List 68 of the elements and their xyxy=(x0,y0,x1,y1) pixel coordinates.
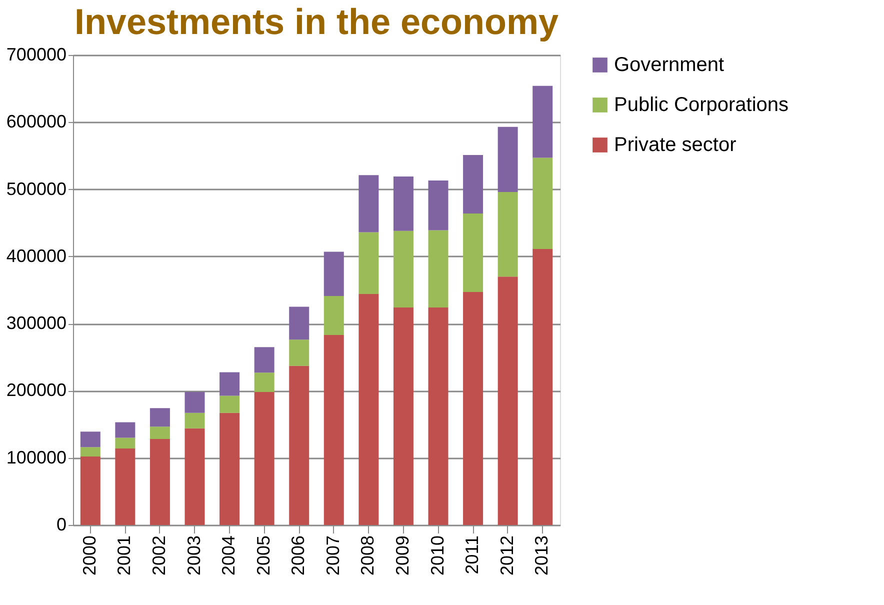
bar xyxy=(289,366,310,525)
bar xyxy=(532,158,553,250)
bar xyxy=(80,432,100,448)
y-tick-label: 100000 xyxy=(6,447,66,468)
bar xyxy=(150,439,170,525)
bar xyxy=(532,249,553,525)
bar xyxy=(324,334,344,525)
bar xyxy=(220,372,240,396)
y-tick-label: 400000 xyxy=(6,246,66,266)
bar xyxy=(358,175,379,232)
legend-label: Private sector xyxy=(614,134,737,156)
x-tick-label: 2013 xyxy=(532,536,552,576)
bar xyxy=(498,192,518,277)
bar xyxy=(289,306,310,340)
x-tick-label: 2010 xyxy=(427,536,448,576)
bar xyxy=(254,347,274,373)
x-tick-label: 2009 xyxy=(392,536,412,576)
bar xyxy=(184,428,205,525)
x-tick-label: 2012 xyxy=(496,536,517,576)
y-tick-label: 300000 xyxy=(6,313,66,334)
x-tick-label: 2008 xyxy=(358,536,378,576)
bar xyxy=(463,155,484,214)
bar xyxy=(80,447,100,457)
x-tick-label: 2011 xyxy=(462,536,482,574)
bar xyxy=(393,176,414,231)
bar xyxy=(289,340,310,366)
bar xyxy=(150,408,170,427)
x-tick-label: 2001 xyxy=(114,536,134,576)
bar xyxy=(358,232,379,294)
bar xyxy=(498,126,518,192)
legend-label: Public Corporations xyxy=(614,94,789,116)
x-tick-label: 2004 xyxy=(218,536,239,576)
x-tick-label: 2000 xyxy=(79,536,100,576)
bar xyxy=(254,392,274,525)
bar xyxy=(358,294,379,525)
bar xyxy=(254,372,274,392)
bar xyxy=(115,438,136,448)
legend-label: Government xyxy=(614,54,724,76)
bar xyxy=(428,180,448,230)
bar xyxy=(115,448,136,525)
bar xyxy=(428,307,448,525)
bar xyxy=(80,456,100,525)
x-tick-label: 2005 xyxy=(253,536,274,576)
y-tick-label: 600000 xyxy=(6,112,66,132)
x-tick-label: 2006 xyxy=(288,536,308,576)
bar xyxy=(115,422,136,438)
bar xyxy=(463,292,484,525)
bar xyxy=(393,307,414,525)
x-tick-label: 2003 xyxy=(184,536,204,576)
x-tick-label: 2002 xyxy=(148,536,169,576)
chart-title: Investments in the economy xyxy=(74,1,559,42)
y-tick-label: 200000 xyxy=(6,380,66,400)
bar xyxy=(428,230,448,308)
y-tick-label: 700000 xyxy=(6,44,66,64)
bar xyxy=(532,86,553,158)
bar xyxy=(220,396,240,413)
bar xyxy=(220,412,240,525)
y-tick-label: 0 xyxy=(56,514,66,534)
bar xyxy=(184,392,205,413)
x-tick-label: 2007 xyxy=(322,536,343,576)
bar xyxy=(463,213,484,292)
bar xyxy=(324,252,344,296)
bar xyxy=(150,426,170,440)
bar xyxy=(393,230,414,308)
bar xyxy=(498,276,518,525)
bar xyxy=(324,296,344,335)
y-tick-label: 500000 xyxy=(6,178,66,199)
bar xyxy=(184,412,205,428)
